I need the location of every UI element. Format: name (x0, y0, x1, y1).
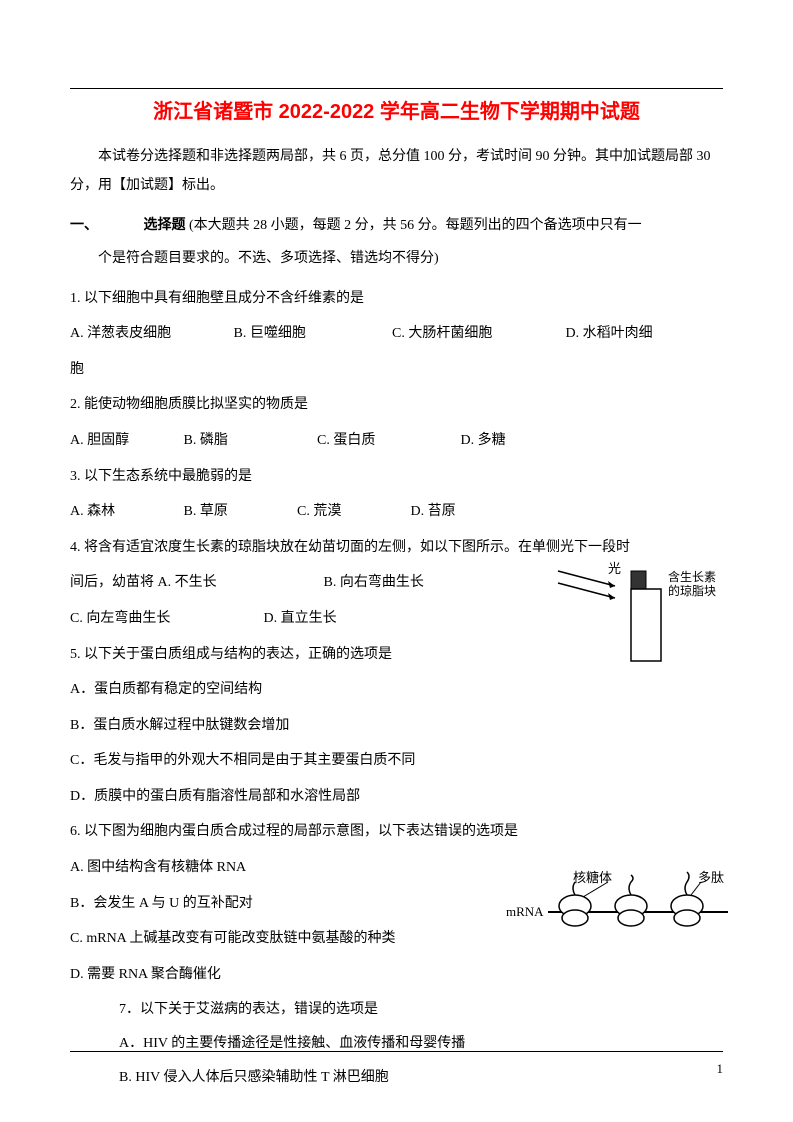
q1-opt-d: D. 水稻叶肉细 (566, 317, 653, 351)
poly-label: 多肽 (698, 870, 724, 885)
light-arrow-1-head (608, 581, 615, 588)
q5-opt-c: C．毛发与指甲的外观大不相同是由于其主要蛋白质不同 (70, 744, 723, 778)
q4-diagram: 光 含生长素 的琼脂块 (553, 561, 723, 666)
mrna-label: mRNA (506, 904, 544, 919)
q6-diagram: 核糖体 多肽 mRNA (503, 870, 733, 930)
q7-stem: 7．以下关于艾滋病的表达，错误的选项是 (119, 993, 723, 1027)
q6-stem: 6. 以下图为细胞内蛋白质合成过程的局部示意图，以下表达错误的选项是 (70, 815, 723, 849)
q5-opt-a: A．蛋白质都有稳定的空间结构 (70, 673, 723, 707)
q2-opt-b: B. 磷脂 (184, 424, 314, 458)
q6-container: 6. 以下图为细胞内蛋白质合成过程的局部示意图，以下表达错误的选项是 A. 图中… (70, 815, 723, 991)
q4-container: 4. 将含有适宜浓度生长素的琼脂块放在幼苗切面的左侧，如以下图所示。在单侧光下一… (70, 531, 723, 636)
block-label-2: 的琼脂块 (668, 583, 716, 598)
peptide-1 (573, 882, 575, 895)
block-label-1: 含生长素 (668, 569, 716, 584)
q1-stem: 1. 以下细胞中具有细胞壁且成分不含纤维素的是 (70, 282, 723, 316)
seedling-rect (631, 589, 661, 661)
q3-opt-b: B. 草原 (184, 495, 294, 529)
q3-opt-d: D. 苔原 (411, 495, 456, 529)
q4-opt-a: 间后，幼苗将 A. 不生长 (70, 566, 320, 600)
q4-opt-b: B. 向右弯曲生长 (324, 566, 424, 600)
section-num: 一、 (70, 218, 98, 233)
q3-stem: 3. 以下生态系统中最脆弱的是 (70, 460, 723, 494)
q1-opt-d-cont: 胞 (70, 353, 723, 387)
q5-opt-b: B．蛋白质水解过程中肽键数会增加 (70, 709, 723, 743)
q6-opt-d: D. 需要 RNA 聚合酶催化 (70, 958, 723, 992)
q4-opt-d: D. 直立生长 (264, 602, 337, 636)
q3-options: A. 森林 B. 草原 C. 荒漠 D. 苔原 (70, 495, 723, 529)
ribosome-1 (559, 882, 591, 926)
footer-rule (70, 1051, 723, 1052)
q2-opt-d: D. 多糖 (461, 424, 506, 458)
agar-block (631, 571, 646, 589)
light-arrow-1 (558, 571, 615, 586)
q1-opt-b: B. 巨噬细胞 (234, 317, 389, 351)
section-label: 选择题 (144, 218, 186, 233)
q2-options: A. 胆固醇 B. 磷脂 C. 蛋白质 D. 多糖 (70, 424, 723, 458)
q1-options: A. 洋葱表皮细胞 B. 巨噬细胞 C. 大肠杆菌细胞 D. 水稻叶肉细 (70, 317, 723, 351)
peptide-2 (629, 875, 633, 895)
intro-text: 本试卷分选择题和非选择题两局部，共 6 页，总分值 100 分，考试时间 90 … (70, 142, 723, 201)
poly-pointer (691, 882, 701, 895)
q3-opt-c: C. 荒漠 (297, 495, 407, 529)
q5-opt-d: D．质膜中的蛋白质有脂溶性局部和水溶性局部 (70, 780, 723, 814)
q2-opt-a: A. 胆固醇 (70, 424, 180, 458)
q7-block: 7．以下关于艾滋病的表达，错误的选项是 A．HIV 的主要传播途径是性接触、血液… (119, 993, 723, 1094)
q3-opt-a: A. 森林 (70, 495, 180, 529)
q7-opt-b: B. HIV 侵入人体后只感染辅助性 T 淋巴细胞 (119, 1061, 723, 1095)
q4-stem: 4. 将含有适宜浓度生长素的琼脂块放在幼苗切面的左侧，如以下图所示。在单侧光下一… (70, 531, 723, 565)
ribosome-2 (615, 875, 647, 926)
section-header: 一、 选择题 (本大题共 28 小题，每题 2 分，共 56 分。每题列出的四个… (70, 211, 723, 240)
header-rule (70, 88, 723, 89)
q1-opt-c: C. 大肠杆菌细胞 (392, 317, 562, 351)
page-title: 浙江省诸暨市 2022-2022 学年高二生物下学期期中试题 (70, 95, 723, 124)
q7-opt-a: A．HIV 的主要传播途径是性接触、血液传播和母婴传播 (119, 1027, 723, 1061)
light-label-text: 光 (608, 561, 621, 576)
page-number: 1 (717, 1061, 724, 1077)
q4-opt-c: C. 向左弯曲生长 (70, 602, 260, 636)
light-arrow-2-head (608, 593, 615, 600)
section-desc: (本大题共 28 小题，每题 2 分，共 56 分。每题列出的四个备选项中只有一 (189, 218, 642, 233)
light-arrow-2 (558, 583, 615, 598)
section-desc-cont: 个是符合题目要求的。不选、多项选择、错选均不得分) (98, 244, 723, 273)
q2-opt-c: C. 蛋白质 (317, 424, 457, 458)
q1-opt-a: A. 洋葱表皮细胞 (70, 317, 230, 351)
q2-stem: 2. 能使动物细胞质膜比拟坚实的物质是 (70, 388, 723, 422)
peptide-3 (685, 872, 689, 895)
